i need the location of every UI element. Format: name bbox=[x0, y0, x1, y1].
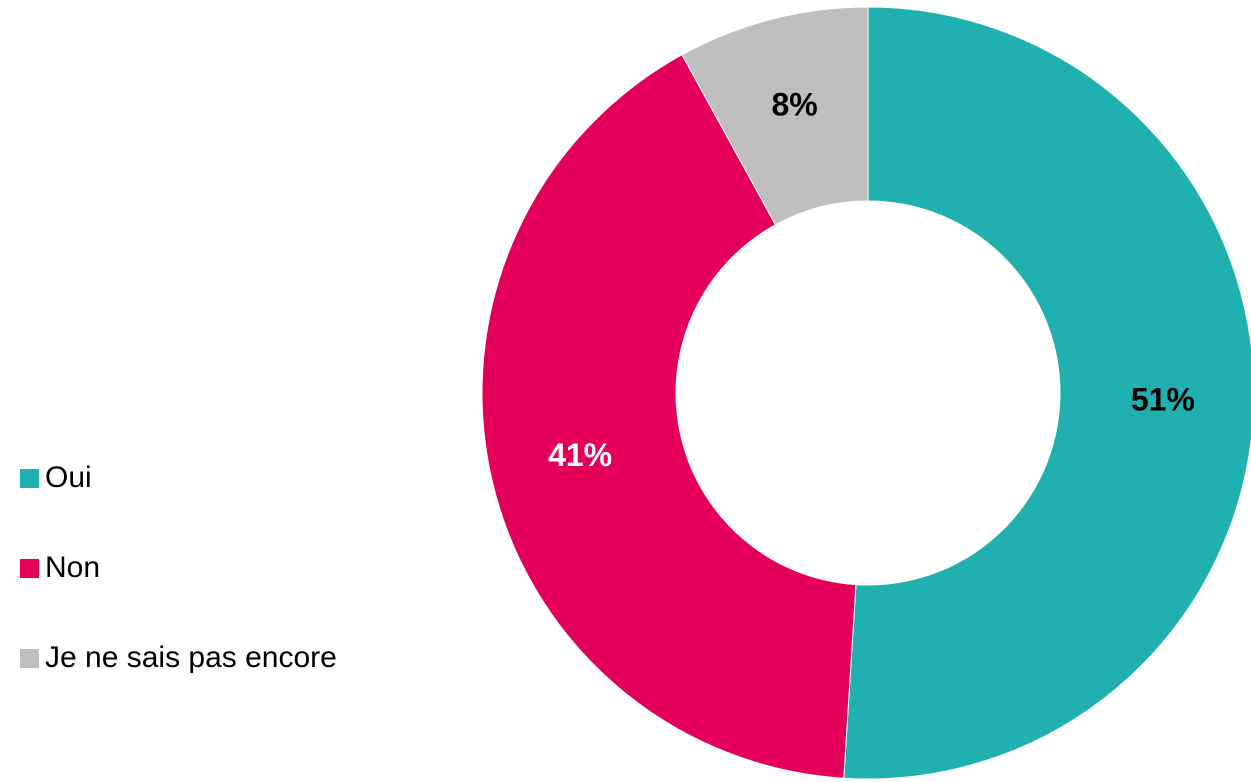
data-label-je-ne-sais-pas-encore: 8% bbox=[772, 87, 818, 123]
legend-label-oui: Oui bbox=[45, 461, 92, 494]
slice-je-ne-sais-pas-encore bbox=[681, 6, 869, 226]
legend-swatch-je-ne-sais-pas-encore bbox=[20, 648, 39, 668]
legend-swatch-non bbox=[20, 558, 39, 578]
legend: Oui Non Je ne sais pas encore bbox=[20, 456, 337, 680]
legend-item-oui: Oui bbox=[20, 456, 337, 500]
legend-swatch-oui bbox=[20, 468, 39, 488]
legend-label-je-ne-sais-pas-encore: Je ne sais pas encore bbox=[45, 641, 337, 674]
data-label-non: 41% bbox=[548, 437, 612, 473]
slice-non bbox=[481, 54, 857, 779]
data-label-oui: 51% bbox=[1131, 382, 1195, 418]
legend-item-je-ne-sais-pas-encore: Je ne sais pas encore bbox=[20, 636, 337, 680]
legend-item-non: Non bbox=[20, 546, 337, 590]
slice-oui bbox=[843, 6, 1251, 780]
legend-label-non: Non bbox=[45, 551, 101, 584]
